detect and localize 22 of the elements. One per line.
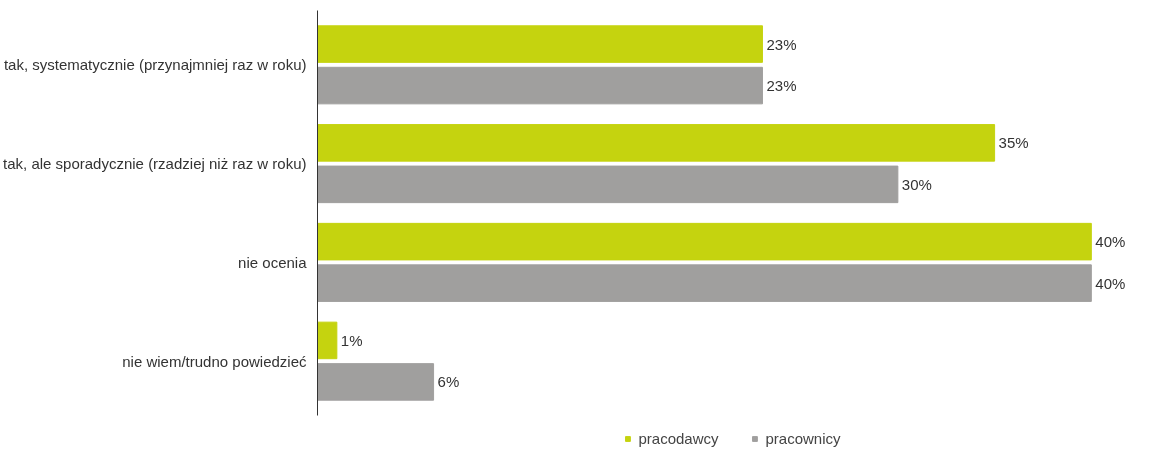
- bar: [317, 25, 763, 63]
- bar: [317, 124, 996, 162]
- bar: [317, 363, 435, 401]
- bar: [317, 264, 1092, 302]
- data-label: 1%: [340, 331, 363, 349]
- data-label: 30%: [901, 175, 932, 193]
- data-label: 23%: [766, 35, 797, 53]
- y-tick-label: nie ocenia: [238, 253, 308, 271]
- data-label: 35%: [998, 134, 1029, 152]
- legend-label: pracodawcy: [638, 429, 719, 447]
- bar: [317, 66, 763, 105]
- bar: [317, 321, 338, 360]
- bar: [317, 222, 1092, 261]
- y-tick-label: tak, systematycznie (przynajmniej raz w roku): [3, 56, 307, 74]
- data-label: 23%: [766, 77, 797, 95]
- y-tick-label: nie wiem/trudno powiedzieć: [122, 352, 307, 370]
- y-tick-label: tak, ale sporadycznie (rzadziej niż raz w roku): [3, 155, 307, 173]
- data-label: 40%: [1095, 233, 1126, 251]
- bar: [317, 165, 899, 204]
- legend-label: pracownicy: [765, 429, 841, 447]
- data-label: 6%: [437, 373, 460, 391]
- data-label: 40%: [1095, 274, 1126, 292]
